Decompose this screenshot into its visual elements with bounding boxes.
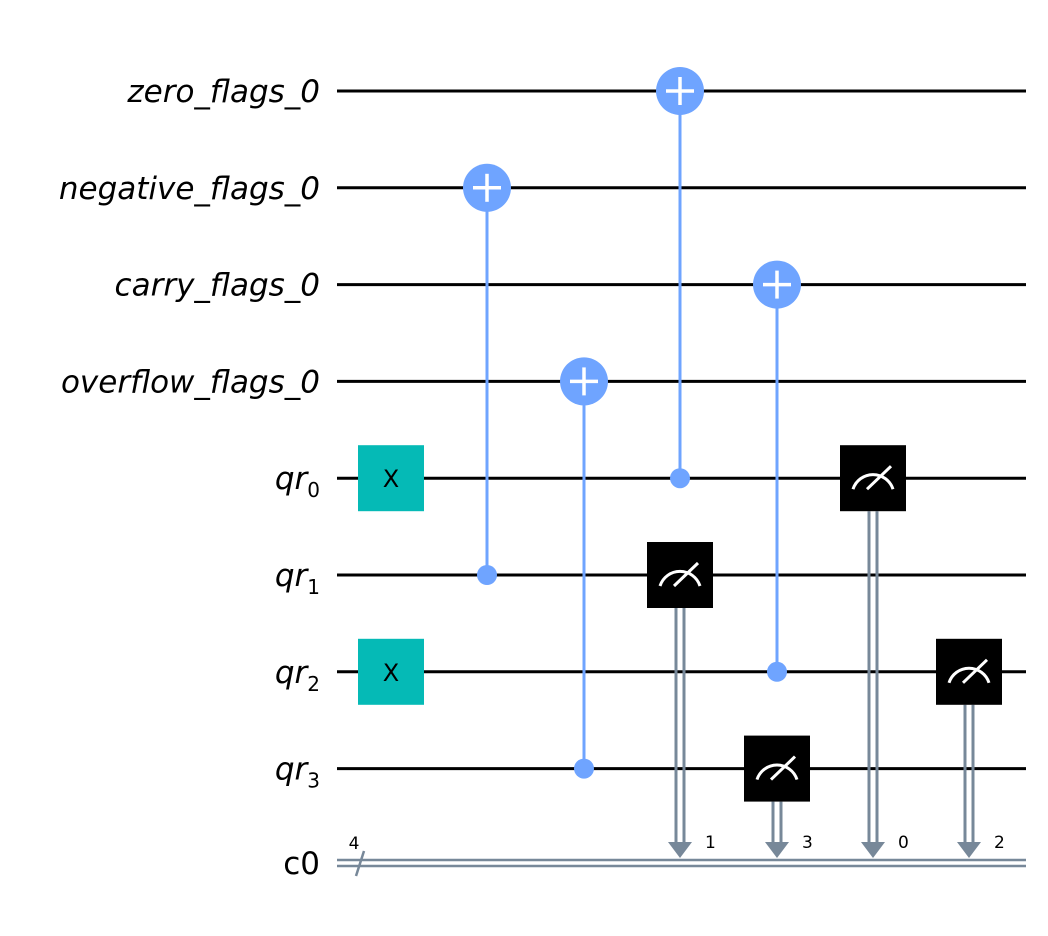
- x-gate: [358, 638, 424, 705]
- qubit-label: negative_flags_0: [59, 171, 320, 207]
- measure-gate: [647, 542, 713, 608]
- x-gate-label: X: [383, 465, 399, 493]
- control-dot: [477, 565, 497, 585]
- meter-icon: [851, 473, 895, 490]
- clbit-index-label: 0: [898, 833, 909, 853]
- register-width-label: 4: [349, 834, 360, 854]
- qubit-label: overflow_flags_0: [61, 364, 320, 400]
- qubit-label: zero_flags_0: [126, 74, 320, 110]
- control-dot: [574, 758, 594, 779]
- wire-labels: zero_flags_0 negative_flags_0 carry_flags_…: [59, 74, 320, 793]
- classical-register: 4 c0: [283, 834, 1026, 882]
- meter-needle-icon: [672, 561, 700, 588]
- qubit-label: qr2: [275, 655, 320, 696]
- qubit-label: qr3: [275, 752, 320, 793]
- clbit-index-label: 3: [802, 833, 813, 853]
- qubit-label: carry_flags_0: [115, 268, 320, 304]
- meter-needle-icon: [865, 465, 893, 491]
- register-slash: [354, 850, 366, 877]
- clbit-index-label: 2: [994, 833, 1005, 853]
- x-gate: [358, 445, 424, 512]
- qubit-label: qr0: [275, 461, 320, 502]
- arrow-down-icon: [861, 842, 885, 858]
- arrow-down-icon: [765, 842, 789, 858]
- meter-icon: [755, 763, 799, 781]
- qubit-label: qr1: [275, 558, 320, 599]
- meter-icon: [658, 569, 702, 587]
- gates: X X 1 3 0 2: [358, 67, 1005, 858]
- arrow-down-icon: [668, 842, 692, 858]
- meter-icon: [947, 666, 991, 684]
- clbit-index-label: 1: [705, 833, 716, 853]
- control-dot: [670, 468, 690, 489]
- classical-register-label: c0: [283, 846, 320, 882]
- control-dot: [767, 661, 787, 682]
- x-gate-label: X: [383, 659, 399, 687]
- measure-gate: [936, 638, 1002, 705]
- arrow-down-icon: [957, 842, 981, 858]
- measure-gate: [744, 735, 810, 802]
- meter-needle-icon: [769, 755, 797, 781]
- measure-gate: [840, 445, 906, 512]
- meter-needle-icon: [961, 658, 989, 684]
